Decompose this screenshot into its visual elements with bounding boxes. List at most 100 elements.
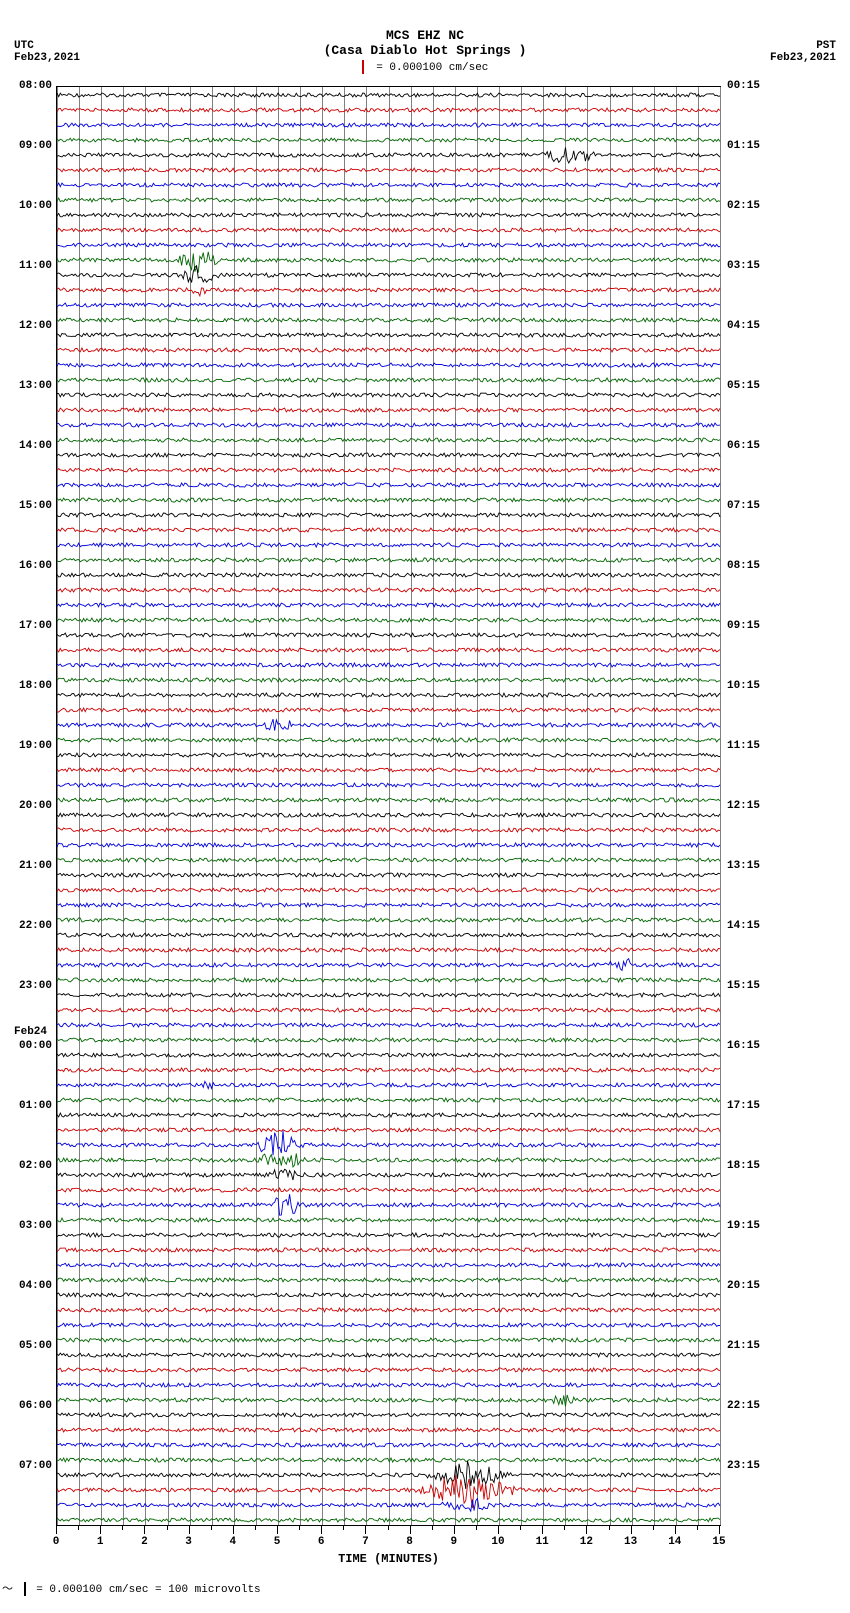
day-break-label: Feb24 (14, 1026, 47, 1038)
x-tick (343, 1526, 344, 1530)
pst-time-label: 06:15 (727, 440, 760, 452)
scale-bar-icon (362, 60, 364, 74)
x-tick (410, 1526, 411, 1534)
tz-right-block: PST Feb23,2021 (770, 40, 836, 64)
x-tick (586, 1526, 587, 1534)
seismic-trace (57, 1512, 720, 1527)
x-tick (365, 1526, 366, 1534)
x-tick (122, 1526, 123, 1530)
x-tick (476, 1526, 477, 1530)
utc-time-label: 10:00 (12, 200, 52, 212)
scale-note: = 0.000100 cm/sec (0, 60, 850, 74)
utc-time-label: 06:00 (12, 1400, 52, 1412)
x-tick (719, 1526, 720, 1534)
tz-right-label: PST (770, 40, 836, 52)
pst-time-label: 23:15 (727, 1460, 760, 1472)
utc-time-label: 21:00 (12, 860, 52, 872)
utc-time-label: 19:00 (12, 740, 52, 752)
x-tick-label: 11 (536, 1536, 549, 1548)
pst-time-label: 05:15 (727, 380, 760, 392)
pst-time-label: 15:15 (727, 980, 760, 992)
chart-header: MCS EHZ NC (Casa Diablo Hot Springs ) (0, 28, 850, 58)
station-code: MCS EHZ NC (0, 28, 850, 43)
utc-time-label: 08:00 (12, 80, 52, 92)
x-tick-label: 9 (450, 1536, 457, 1548)
x-tick-label: 4 (229, 1536, 236, 1548)
x-tick (609, 1526, 610, 1530)
x-tick-label: 14 (668, 1536, 681, 1548)
utc-time-label: 14:00 (12, 440, 52, 452)
x-tick (675, 1526, 676, 1534)
x-tick-label: 3 (185, 1536, 192, 1548)
pst-time-label: 03:15 (727, 260, 760, 272)
x-tick (321, 1526, 322, 1534)
x-tick (299, 1526, 300, 1530)
utc-time-label: 18:00 (12, 680, 52, 692)
x-tick-label: 13 (624, 1536, 637, 1548)
scale-text: = 0.000100 cm/sec (376, 62, 488, 74)
seismogram-plot (56, 86, 721, 1526)
utc-time-label: 05:00 (12, 1340, 52, 1352)
pst-time-label: 02:15 (727, 200, 760, 212)
utc-time-label: 17:00 (12, 620, 52, 632)
utc-time-label: 20:00 (12, 800, 52, 812)
pst-time-label: 22:15 (727, 1400, 760, 1412)
x-tick (564, 1526, 565, 1530)
x-axis-label: TIME (MINUTES) (56, 1552, 721, 1566)
pst-time-label: 19:15 (727, 1220, 760, 1232)
x-tick (167, 1526, 168, 1530)
pst-time-label: 20:15 (727, 1280, 760, 1292)
utc-time-label: 09:00 (12, 140, 52, 152)
tz-left-label: UTC (14, 40, 80, 52)
x-tick-label: 0 (53, 1536, 60, 1548)
pst-time-label: 01:15 (727, 140, 760, 152)
utc-time-label: 00:00 (12, 1040, 52, 1052)
tz-right-date: Feb23,2021 (770, 52, 836, 64)
footer-text: = 0.000100 cm/sec = 100 microvolts (36, 1584, 260, 1596)
x-tick (56, 1526, 57, 1534)
x-tick-label: 8 (406, 1536, 413, 1548)
x-tick (498, 1526, 499, 1534)
pst-time-label: 17:15 (727, 1100, 760, 1112)
tz-left-block: UTC Feb23,2021 (14, 40, 80, 64)
utc-time-label: 16:00 (12, 560, 52, 572)
pst-time-label: 16:15 (727, 1040, 760, 1052)
utc-time-label: 02:00 (12, 1160, 52, 1172)
pst-time-label: 13:15 (727, 860, 760, 872)
x-tick-label: 6 (318, 1536, 325, 1548)
pst-time-label: 12:15 (727, 800, 760, 812)
tz-left-date: Feb23,2021 (14, 52, 80, 64)
x-tick-label: 7 (362, 1536, 369, 1548)
gridline (720, 87, 721, 1525)
x-tick (233, 1526, 234, 1534)
footer-bar-icon (24, 1582, 26, 1596)
pst-time-label: 10:15 (727, 680, 760, 692)
x-tick (189, 1526, 190, 1534)
x-tick-label: 12 (580, 1536, 593, 1548)
seismogram-figure: MCS EHZ NC (Casa Diablo Hot Springs ) = … (0, 0, 850, 1613)
x-tick (653, 1526, 654, 1530)
pst-time-label: 18:15 (727, 1160, 760, 1172)
utc-time-label: 22:00 (12, 920, 52, 932)
x-tick (697, 1526, 698, 1530)
x-tick-label: 1 (97, 1536, 104, 1548)
utc-time-label: 12:00 (12, 320, 52, 332)
x-tick (432, 1526, 433, 1530)
x-tick (144, 1526, 145, 1534)
utc-time-label: 04:00 (12, 1280, 52, 1292)
station-name: (Casa Diablo Hot Springs ) (0, 43, 850, 58)
footer-scale: ～ = 0.000100 cm/sec = 100 microvolts (2, 1580, 261, 1596)
x-tick (255, 1526, 256, 1530)
pst-time-label: 00:15 (727, 80, 760, 92)
x-tick (211, 1526, 212, 1530)
utc-time-label: 15:00 (12, 500, 52, 512)
pst-time-label: 14:15 (727, 920, 760, 932)
utc-time-label: 01:00 (12, 1100, 52, 1112)
footer-tilde: ～ (2, 1584, 13, 1596)
x-tick (454, 1526, 455, 1534)
pst-time-label: 07:15 (727, 500, 760, 512)
x-tick (100, 1526, 101, 1534)
pst-time-label: 08:15 (727, 560, 760, 572)
utc-time-label: 07:00 (12, 1460, 52, 1472)
pst-time-label: 21:15 (727, 1340, 760, 1352)
